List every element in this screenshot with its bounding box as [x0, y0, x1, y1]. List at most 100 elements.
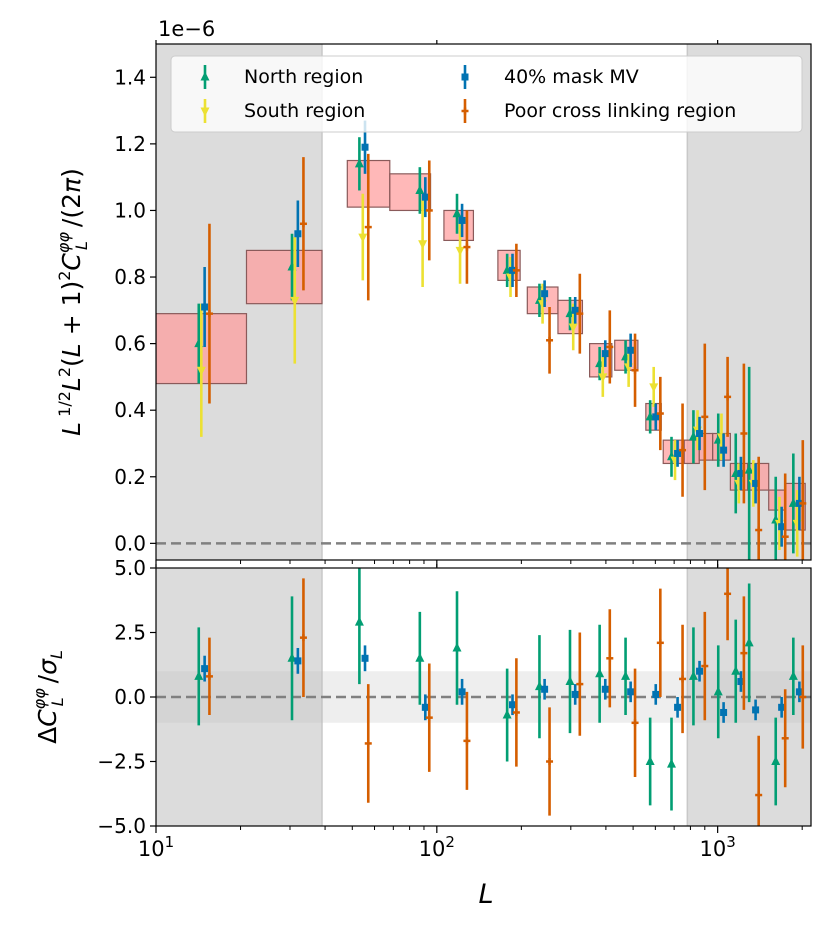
residual-point — [778, 703, 786, 711]
y-tick-label: 0.6 — [114, 332, 146, 356]
bottom-panel: −5.0 −2.5 0.0 2.5 5.0 101 102 103 ΔCφφL/σL L — [30, 556, 812, 910]
data-point — [425, 206, 433, 214]
residual-point — [287, 652, 297, 662]
residual-point — [696, 667, 704, 675]
x-tick-label: 101 — [138, 833, 174, 861]
residual-point — [354, 616, 364, 626]
data-point — [724, 393, 732, 401]
residual-point — [571, 690, 579, 698]
residual-point — [795, 688, 803, 696]
residual-point — [541, 685, 549, 693]
data-point — [744, 464, 754, 474]
data-point — [720, 446, 728, 454]
residual-point — [294, 657, 302, 665]
data-point — [294, 230, 302, 238]
y-tick-label: 0.2 — [114, 465, 146, 489]
residual-point — [512, 708, 520, 716]
legend-label: South region — [244, 100, 365, 122]
residual-point — [679, 675, 687, 683]
x-axis-label: L — [478, 879, 493, 910]
data-point — [679, 446, 687, 454]
y-tick-label: 0.8 — [114, 265, 146, 289]
residual-series-40-mask-mv — [201, 645, 803, 723]
data-point — [598, 373, 608, 383]
residual-point — [565, 676, 575, 686]
residual-point — [509, 701, 517, 709]
data-point — [358, 233, 368, 243]
residual-point — [781, 734, 789, 742]
data-point — [299, 220, 307, 228]
data-point — [799, 499, 807, 507]
x-tick-label: 102 — [419, 833, 455, 861]
legend-item: North region — [200, 65, 363, 89]
residual-point — [299, 634, 307, 642]
residual-point — [631, 719, 639, 727]
data-point — [631, 366, 639, 374]
legend: North region South region 40% mask MV Poor … — [170, 55, 803, 133]
bottom-series-group — [194, 568, 807, 826]
residual-point — [652, 690, 660, 698]
series-north-region — [194, 137, 798, 560]
data-point — [361, 143, 369, 151]
x-tick-label: 103 — [700, 833, 736, 861]
data-point — [778, 523, 786, 531]
residual-point — [674, 703, 682, 711]
legend-item: South region — [200, 99, 365, 123]
y-offset-label: 1e−6 — [158, 17, 215, 41]
residual-point — [502, 709, 512, 719]
data-point — [740, 429, 748, 437]
data-point — [455, 246, 465, 256]
data-point — [452, 208, 462, 218]
legend-item: Poor cross linking region — [461, 99, 736, 123]
y-tick-label: −2.5 — [97, 750, 146, 774]
legend-swatch-marker — [200, 107, 210, 117]
legend-label: 40% mask MV — [504, 66, 639, 88]
residual-point — [744, 637, 754, 647]
residual-point — [771, 756, 781, 765]
bandpower-box — [245, 249, 323, 305]
residual-point — [799, 693, 807, 701]
residual-point — [463, 737, 471, 745]
residual-point — [546, 758, 554, 765]
series-poor-cross-linking-region — [205, 153, 807, 560]
data-point — [421, 193, 429, 201]
y-tick-label: −5.0 — [97, 814, 146, 838]
legend-item: 40% mask MV — [461, 65, 639, 89]
top-series-group — [194, 120, 807, 560]
data-point — [354, 158, 364, 168]
data-point — [458, 216, 466, 224]
series-40-mask-mv — [201, 120, 803, 547]
data-point — [737, 469, 745, 477]
legend-swatch-marker — [461, 73, 469, 81]
legend-label: North region — [244, 66, 363, 88]
residual-point — [595, 668, 605, 678]
data-point — [788, 497, 798, 507]
data-point — [755, 526, 763, 534]
y-tick-label: 0.0 — [114, 685, 146, 709]
bottom-y-ticks: −5.0 −2.5 0.0 2.5 5.0 — [97, 556, 156, 838]
data-point — [541, 290, 549, 298]
data-point — [205, 310, 213, 318]
residual-point — [415, 652, 425, 662]
residual-point — [627, 688, 635, 696]
residual-point — [601, 685, 609, 693]
residual-point — [740, 649, 748, 657]
y-tick-label: 0.0 — [114, 531, 146, 555]
data-point — [196, 366, 206, 376]
legend-frame — [170, 55, 803, 133]
residual-point — [201, 665, 209, 673]
data-point — [688, 431, 698, 441]
residual-point — [701, 662, 709, 670]
residual-series-north-region — [194, 568, 798, 811]
y-tick-label: 1.0 — [114, 198, 146, 222]
residual-point — [621, 670, 631, 680]
bandpower-box — [768, 489, 787, 511]
data-point — [201, 303, 209, 311]
residual-point — [752, 706, 760, 714]
y-tick-label: 5.0 — [114, 556, 146, 580]
residual-point — [205, 672, 213, 680]
top-panel: 0.0 0.2 0.4 0.6 0.8 1.0 1.2 1.4 1e−6 L 1/2L2(L … — [54, 17, 812, 567]
residual-point — [720, 708, 728, 716]
residual-point — [731, 665, 741, 675]
